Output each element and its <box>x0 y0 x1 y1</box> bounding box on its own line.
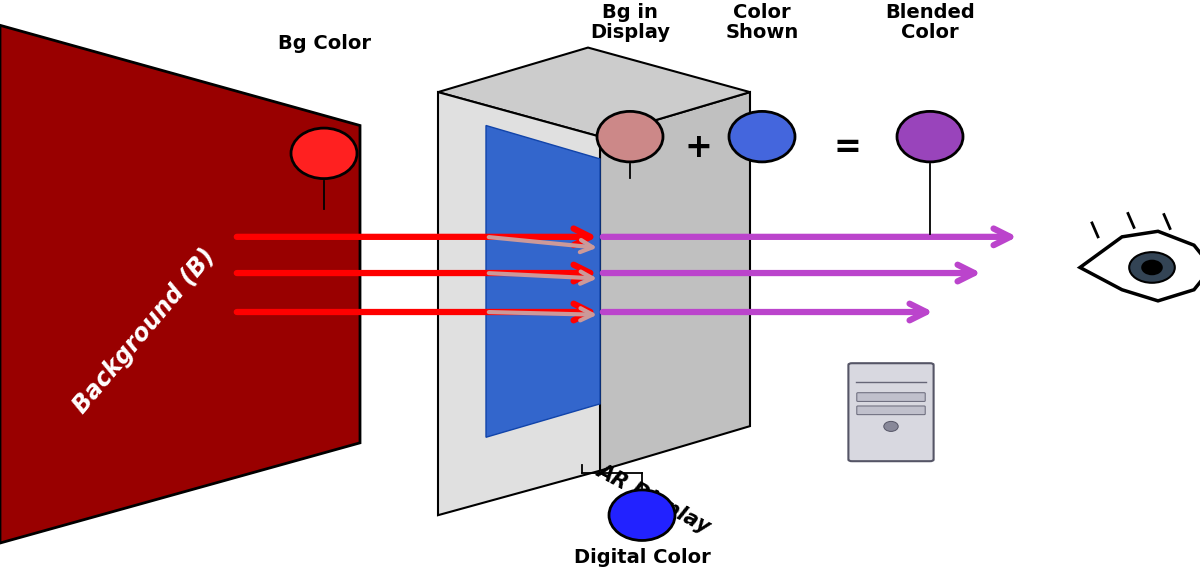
Ellipse shape <box>598 111 662 162</box>
Ellipse shape <box>898 111 964 162</box>
Text: +: + <box>684 132 713 164</box>
Polygon shape <box>486 126 600 437</box>
Text: Bg Color: Bg Color <box>277 34 371 53</box>
FancyBboxPatch shape <box>857 393 925 402</box>
Polygon shape <box>438 92 600 515</box>
Polygon shape <box>600 92 750 471</box>
Polygon shape <box>1080 231 1200 301</box>
Polygon shape <box>438 48 750 137</box>
Ellipse shape <box>883 421 898 431</box>
Ellipse shape <box>1129 252 1175 283</box>
Text: Blended
Color: Blended Color <box>886 3 974 42</box>
Text: =: = <box>833 132 862 164</box>
Ellipse shape <box>730 111 796 162</box>
Text: AR Display: AR Display <box>594 460 714 537</box>
Text: Background (B): Background (B) <box>68 244 220 418</box>
Ellipse shape <box>1141 260 1163 275</box>
Text: Bg in
Display: Bg in Display <box>590 3 670 42</box>
Text: Digital Color: Digital Color <box>574 548 710 567</box>
Polygon shape <box>0 25 360 543</box>
Text: Color
Shown: Color Shown <box>725 3 799 42</box>
Ellipse shape <box>292 128 358 179</box>
FancyBboxPatch shape <box>857 406 925 414</box>
Ellipse shape <box>610 490 674 541</box>
FancyBboxPatch shape <box>848 363 934 461</box>
Polygon shape <box>528 170 600 404</box>
